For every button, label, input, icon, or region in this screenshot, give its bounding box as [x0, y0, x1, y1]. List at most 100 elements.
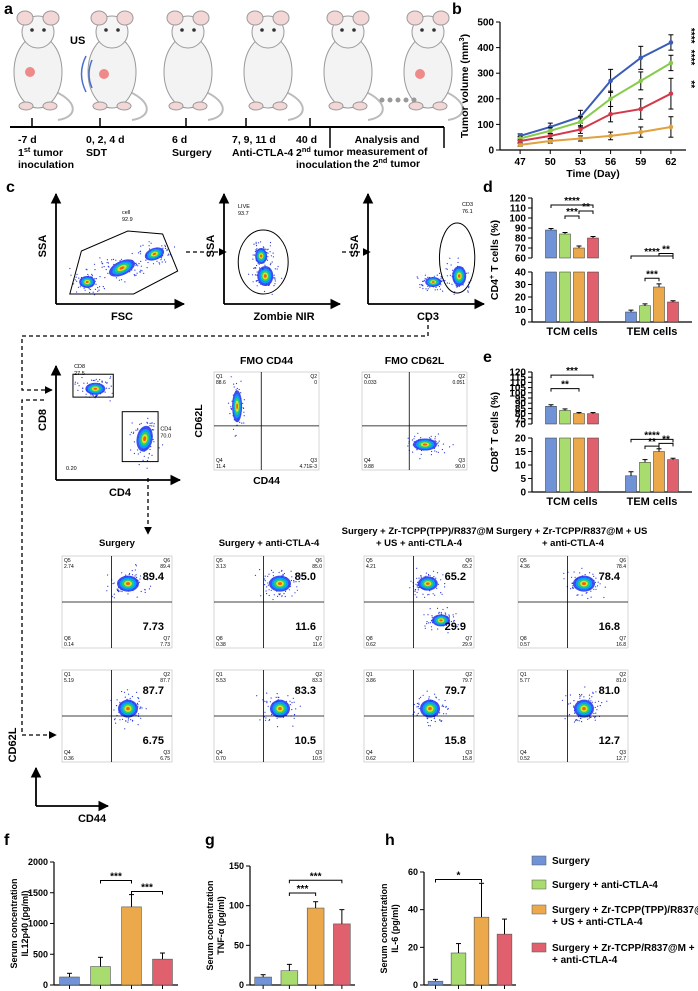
event-dot [113, 597, 115, 599]
event-dot [136, 272, 138, 274]
timeline-event-part: st [24, 145, 31, 154]
bar [306, 907, 325, 986]
timeline-day: -7 d [18, 134, 37, 146]
event-dot [167, 253, 170, 255]
event-dot [441, 448, 443, 451]
timeline-event-part: tumor [311, 147, 344, 159]
significance-label: *** [297, 884, 309, 895]
event-dot [436, 607, 439, 610]
event-dot [124, 281, 126, 283]
mouse [87, 10, 148, 121]
y-tick-label: 30 [515, 280, 527, 291]
quadrant-value: 15.8 [462, 756, 472, 762]
event-dot [131, 720, 134, 722]
event-dot [413, 703, 415, 706]
event-dot [227, 402, 230, 404]
event-dot [427, 288, 429, 290]
event-dot [256, 285, 258, 287]
event-dot [438, 699, 440, 701]
event-dot [115, 705, 118, 707]
event-dot [444, 583, 446, 585]
event-dot [266, 702, 268, 704]
event-dot [587, 597, 589, 600]
y-tick-label: 95 [515, 394, 527, 405]
event-dot [243, 411, 245, 413]
event-dot [233, 383, 235, 385]
quadrant-value: 10.5 [312, 756, 322, 762]
quadrant-name: Q5 [216, 558, 223, 564]
event-dot [153, 425, 155, 427]
y-axis-label: TNF-α (pg/ml) [216, 896, 226, 955]
event-dot [596, 585, 599, 587]
gate-value: 70.0 [160, 433, 171, 439]
timeline-event-part: inoculation [296, 159, 352, 171]
event-dot [571, 576, 573, 578]
event-dot [102, 286, 104, 288]
event-dot [282, 574, 284, 576]
event-dot [240, 380, 242, 382]
event-dot [137, 724, 139, 726]
quadrant-low: 29.9 [445, 621, 466, 633]
event-dot [141, 270, 143, 272]
axis-label: SSA [205, 235, 217, 258]
event-dot [131, 252, 133, 255]
event-dot [416, 584, 418, 586]
group-title: Surgery + anti-CTLA-4 [219, 538, 320, 549]
panel-label: a [4, 1, 13, 18]
event-dot [252, 258, 254, 260]
plot-frame [361, 371, 468, 471]
event-dot [281, 569, 283, 572]
event-dot [161, 261, 163, 263]
timeline-event: 1st tumor [18, 145, 63, 160]
event-dot [434, 440, 436, 442]
event-dot [254, 254, 256, 256]
event-dot [595, 577, 597, 579]
density-contour [422, 443, 428, 446]
event-dot [123, 691, 126, 693]
event-dot [578, 720, 580, 722]
event-dot [427, 573, 430, 576]
event-dot [262, 267, 264, 270]
event-dot [144, 589, 146, 591]
event-dot [276, 268, 278, 270]
event-dot [74, 383, 76, 385]
quadrant-name: Q2 [458, 374, 465, 380]
timeline-day: 6 d [172, 134, 187, 146]
group-title-line: Surgery + Zr-TCPP(TPP)/R837@M [342, 526, 497, 537]
event-dot [138, 581, 140, 583]
event-dot [253, 243, 255, 245]
event-dot [283, 593, 285, 595]
significance-bracket [100, 879, 132, 884]
event-dot [90, 288, 92, 291]
event-dot [271, 293, 273, 295]
event-dot [415, 583, 417, 585]
event-dot [468, 285, 470, 288]
event-dot [431, 629, 433, 631]
event-dot [272, 575, 274, 577]
bar [625, 311, 637, 323]
density-contour [278, 707, 282, 711]
event-dot [269, 701, 271, 703]
event-dot [147, 417, 149, 419]
event-dot [416, 591, 418, 594]
event-dot [76, 291, 78, 293]
event-dot [94, 278, 96, 280]
data-point [578, 127, 583, 132]
event-dot [428, 593, 430, 595]
event-dot [431, 450, 433, 453]
event-dot [590, 700, 592, 702]
event-dot [270, 262, 272, 264]
event-dot [256, 271, 258, 273]
timeline-analysis-part: tumor [387, 158, 420, 170]
event-dot [417, 587, 420, 589]
y-axis-label-part: + [487, 275, 496, 279]
quadrant-name: Q4 [216, 750, 223, 756]
event-dot [595, 712, 597, 714]
event-dot [119, 719, 121, 721]
event-dot [115, 259, 117, 261]
event-dot [429, 575, 431, 577]
significance-bracket [550, 374, 594, 379]
bar [473, 916, 490, 986]
event-dot [290, 570, 292, 572]
event-dot [260, 595, 262, 597]
